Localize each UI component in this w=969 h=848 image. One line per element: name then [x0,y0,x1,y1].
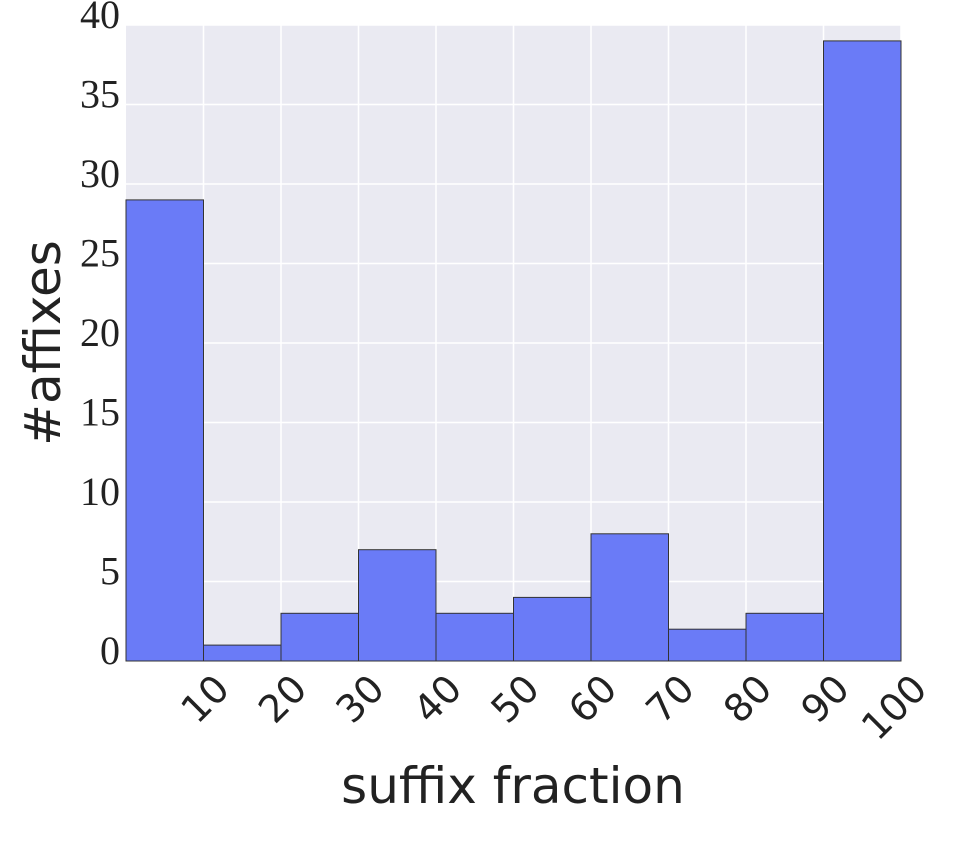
bar [435,612,514,662]
bar [590,533,669,662]
y-tick-label: 25 [80,231,120,276]
x-tick-label: 80 [715,666,780,731]
y-tick-label: 30 [80,151,120,196]
bar [513,596,592,662]
bar [823,40,902,662]
x-tick-label: 30 [328,666,393,731]
x-axis-label: suffix fraction [341,757,685,815]
bar [203,644,282,662]
y-tick-label: 40 [80,0,120,37]
y-tick-label: 15 [80,390,120,435]
x-tick-label: 60 [560,666,625,731]
bar [125,199,204,662]
x-tick-label: 90 [793,666,858,731]
x-tick-label: 20 [250,666,315,731]
bar [280,612,359,662]
bar [668,628,747,662]
x-tick-label: 70 [638,666,703,731]
x-tick-label: 40 [405,666,470,731]
y-tick-label: 35 [80,72,120,117]
bar [358,549,437,662]
y-axis-label: #affixes [14,240,72,446]
y-tick-label: 10 [80,469,120,514]
bar [745,612,824,662]
x-tick-label: 50 [483,666,548,731]
y-tick-label: 0 [100,628,120,673]
y-tick-label: 5 [100,549,120,594]
x-tick-label: 100 [853,666,935,748]
y-tick-label: 20 [80,310,120,355]
x-tick-label: 10 [173,666,238,731]
